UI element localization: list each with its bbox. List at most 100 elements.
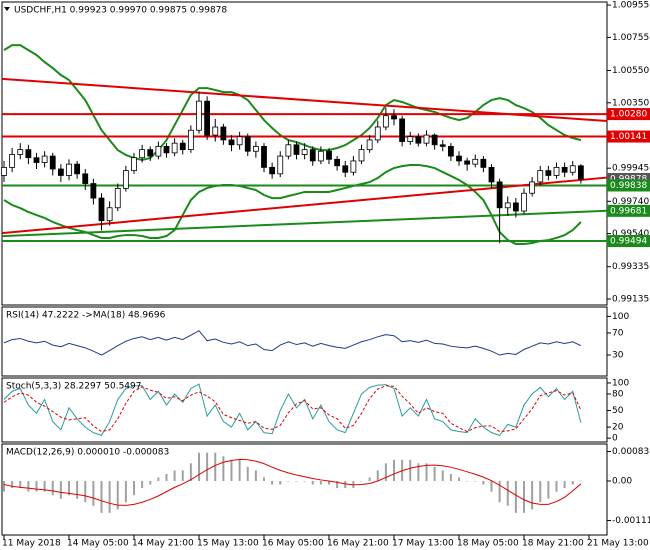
candle-body <box>512 202 519 212</box>
candle-body <box>399 118 406 142</box>
macd-bar <box>173 470 176 482</box>
macd-bar <box>458 477 460 482</box>
y-tick-label: 100 <box>612 312 629 322</box>
y-tick-label: 1.00955 <box>612 1 649 11</box>
x-tick-label: 17 May 13:00 <box>392 539 454 549</box>
macd-bar <box>336 481 339 489</box>
macd-bar <box>124 481 127 503</box>
candle-body <box>293 144 300 155</box>
macd-bar <box>238 459 241 482</box>
macd-bar <box>547 481 550 499</box>
y-tick-label: 0.99335 <box>612 262 649 272</box>
candle-body <box>415 136 422 144</box>
macd-bar <box>181 470 184 482</box>
candle-body <box>122 170 129 189</box>
macd-bar <box>11 481 14 489</box>
macd-bar <box>579 480 582 482</box>
macd-bar <box>222 456 225 482</box>
macd-bar <box>409 459 412 482</box>
macd-bar <box>19 481 22 489</box>
macd-bar <box>116 481 119 510</box>
panel-title: MACD(12,26,9) 0.000010 -0.000083 <box>6 448 169 458</box>
y-tick-label: 0.00 <box>612 477 632 487</box>
bollinger-band <box>3 163 582 245</box>
trend-line <box>1 209 608 238</box>
candle-body <box>285 144 292 157</box>
y-tick-label: 50 <box>612 406 624 416</box>
y-tick-label: 1.00550 <box>612 66 649 76</box>
candle-body <box>431 134 438 146</box>
macd-bar <box>59 481 62 499</box>
candle-body <box>529 181 536 194</box>
macd-bar <box>328 481 330 485</box>
candle-body <box>98 197 105 222</box>
candle-body <box>171 142 178 154</box>
candle-body <box>382 115 389 128</box>
y-tick-label: 0 <box>612 434 618 444</box>
y-tick-label: 100 <box>612 378 629 388</box>
candle-body <box>569 165 576 173</box>
macd-bar <box>27 481 30 492</box>
candle-body <box>488 166 495 183</box>
level-price-box <box>607 179 650 192</box>
macd-bar <box>3 481 5 492</box>
candle-body <box>261 145 267 168</box>
macd-bar <box>133 481 135 496</box>
candle-body <box>179 142 186 151</box>
panel-frame <box>1 377 608 443</box>
candle-body <box>407 136 414 142</box>
candle-body <box>423 134 430 144</box>
candle-body <box>90 183 97 199</box>
candle-body <box>447 145 454 157</box>
y-tick-label: -0.001115 <box>612 516 650 526</box>
macd-bar <box>433 466 436 482</box>
candle-body <box>114 187 121 209</box>
collapse-arrow <box>4 7 10 11</box>
x-tick-label: 18 May 05:00 <box>457 539 519 549</box>
level-price-box <box>607 235 650 248</box>
macd-bar <box>449 473 452 482</box>
macd-bar <box>376 470 379 482</box>
macd-bar <box>149 481 152 485</box>
y-tick-label: 0.99540 <box>612 229 649 239</box>
level-price-text: 1.00280 <box>610 110 647 120</box>
macd-bar <box>43 481 46 492</box>
indicator-line <box>3 385 582 433</box>
candle-body <box>25 149 32 159</box>
macd-bar <box>417 463 420 482</box>
macd-bar <box>165 473 168 482</box>
candle-body <box>326 150 332 160</box>
macd-bar <box>490 481 493 492</box>
candle-body <box>147 149 154 157</box>
candle-body <box>317 150 324 162</box>
macd-bar <box>68 481 70 496</box>
candle-body <box>1 166 7 176</box>
macd-bar <box>498 481 501 503</box>
level-price-text: 0.99838 <box>610 181 647 191</box>
candle-body <box>504 202 511 209</box>
candle-body <box>131 157 137 172</box>
candle-body <box>521 192 527 212</box>
y-tick-label: 1.00350 <box>612 98 649 108</box>
macd-bar <box>279 481 282 485</box>
macd-bar <box>563 481 566 489</box>
indicator-line <box>3 330 582 356</box>
x-tick-label: 21 May 13:00 <box>587 539 649 549</box>
macd-bar <box>230 459 233 482</box>
trend-line <box>1 77 608 122</box>
signal-line <box>3 458 582 506</box>
candle-body <box>204 100 211 136</box>
candle-body <box>196 100 202 131</box>
macd-bar <box>254 470 257 482</box>
macd-bar <box>214 452 217 482</box>
level-price-text: 0.99494 <box>610 237 647 247</box>
macd-bar <box>523 481 525 513</box>
macd-bar <box>441 470 444 482</box>
x-tick-label: 14 May 21:00 <box>132 539 194 549</box>
trend-price-box <box>607 204 650 217</box>
macd-bar <box>425 463 428 482</box>
y-tick-label: 0.99135 <box>612 295 649 305</box>
candle-body <box>358 149 365 162</box>
